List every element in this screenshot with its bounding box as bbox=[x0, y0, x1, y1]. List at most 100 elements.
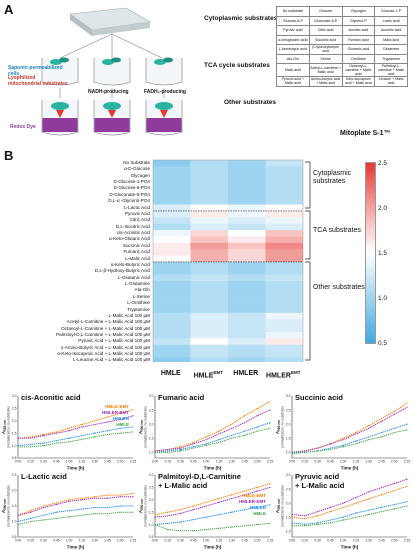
series-point bbox=[68, 510, 70, 512]
column-name: HMLE bbox=[193, 372, 214, 380]
series-point bbox=[393, 482, 395, 485]
heatmap-cell bbox=[228, 230, 266, 237]
series-point bbox=[119, 511, 121, 513]
heatmap-cell bbox=[153, 293, 191, 301]
series-line bbox=[154, 409, 271, 452]
heatmap-row-label: α-Keto-Butyric Acid bbox=[110, 261, 150, 267]
heatmap-cell bbox=[190, 172, 228, 180]
plate-cell: Glucose-6-P bbox=[276, 15, 310, 26]
plate-cell: Serine bbox=[308, 53, 343, 64]
x-tick-label: 1:15 bbox=[216, 539, 223, 543]
series-point bbox=[269, 504, 271, 506]
line-chart: 3.0 2.5 2.0 1.5 1.0 0.5 0:00 0:15 0:30 0:45 1:00 1:… bbox=[137, 471, 274, 550]
series-line bbox=[17, 426, 134, 447]
series-point bbox=[119, 505, 121, 507]
workflow-illustration bbox=[41, 7, 183, 136]
series-point bbox=[256, 524, 258, 526]
x-tick-label: 2:00 bbox=[254, 539, 261, 543]
series-point bbox=[106, 513, 108, 515]
heatmap-cell bbox=[265, 274, 303, 282]
heatmap-row-label: γ-Amino-Butyric Acid + L-Malic Acid 100 … bbox=[60, 344, 150, 350]
series-point bbox=[355, 516, 357, 518]
series-point bbox=[192, 530, 194, 532]
heatmap-cell bbox=[153, 179, 191, 186]
y-tick-label: 2.0 bbox=[286, 422, 291, 426]
series-point bbox=[205, 505, 207, 507]
heatmap-cell bbox=[190, 274, 228, 282]
y-axis-label-sub: 590 nm bbox=[3, 420, 7, 431]
series-point bbox=[291, 525, 293, 527]
series-point bbox=[329, 443, 331, 445]
series-point bbox=[119, 412, 121, 414]
colorbar-tick-label: 2.0 bbox=[378, 205, 388, 212]
plate-cell: Acetyl-L-carnitine + Malic acid bbox=[308, 63, 343, 77]
series-point bbox=[55, 440, 57, 442]
series-point bbox=[167, 450, 169, 452]
chart-title: Palmitoyl-D,L-Carnitine bbox=[158, 472, 241, 481]
series-line bbox=[154, 486, 271, 518]
series-point bbox=[30, 446, 32, 448]
heatmap-cell bbox=[265, 185, 303, 193]
plate-row: L-ketobutyric acid β-hydroxybutyric acid G… bbox=[276, 44, 408, 55]
series-point bbox=[180, 530, 182, 532]
line-chart-plot: 3.0 2.5 2.0 1.5 1.0 0:00 0:15 0:30 0:45 1:00 1:15 1… bbox=[138, 394, 274, 470]
x-tick-label: 2:15 bbox=[267, 460, 274, 464]
y-axis-note: (normalized to no-substrate) bbox=[144, 406, 148, 448]
series-point bbox=[55, 517, 57, 519]
plate-cell: Octanoyl-L-carnitine + Malic acid bbox=[341, 63, 376, 77]
series-point bbox=[17, 524, 19, 526]
series-point bbox=[205, 501, 207, 503]
series-point bbox=[205, 443, 207, 445]
heatmap-cell bbox=[190, 160, 228, 167]
y-tick-label: 2.5 bbox=[286, 408, 291, 412]
heatmap-column-label: HMLEEMT bbox=[190, 370, 228, 379]
series-point bbox=[231, 423, 233, 425]
category-tca: TCA cycle substrates bbox=[204, 62, 270, 69]
series-point bbox=[218, 433, 220, 435]
label-redox: Redox Dye bbox=[10, 124, 36, 130]
heatmap-row-label: α-D-Glucose bbox=[124, 166, 150, 172]
heatmap-cell bbox=[190, 191, 228, 199]
series-point bbox=[368, 436, 370, 438]
heatmap-cell bbox=[153, 268, 191, 275]
x-tick-label: 0:15 bbox=[27, 460, 34, 464]
x-tick-label: 1:45 bbox=[378, 460, 385, 464]
chart-title: L-Lactic acid bbox=[21, 472, 67, 481]
y-axis-label-main: A bbox=[275, 430, 280, 434]
chart-title: Succinic acid bbox=[295, 393, 343, 402]
series-point bbox=[329, 506, 331, 508]
y-tick-label: 0.5 bbox=[12, 535, 17, 539]
heatmap-row-label: D-Glucose-6-PO4 bbox=[113, 185, 150, 191]
series-point bbox=[205, 439, 207, 441]
series-point bbox=[231, 526, 233, 528]
series-point bbox=[81, 497, 83, 499]
heatmap-cell bbox=[190, 293, 228, 301]
heatmap-cell bbox=[228, 249, 266, 256]
series-point bbox=[329, 511, 331, 513]
series-point bbox=[355, 502, 357, 504]
series-point bbox=[231, 498, 233, 500]
colorbar-tick-label: 1.5 bbox=[378, 250, 388, 257]
series-point bbox=[355, 512, 357, 514]
series-point bbox=[355, 496, 357, 499]
series-point bbox=[256, 430, 258, 432]
x-tick-label: 2:15 bbox=[130, 539, 137, 543]
heatmap-cell bbox=[153, 166, 191, 173]
heatmap-cell bbox=[153, 255, 191, 263]
plate-cell: Malic acid bbox=[374, 34, 408, 45]
series-point bbox=[368, 509, 370, 511]
x-tick-label: 0:45 bbox=[327, 539, 334, 543]
heatmap-cell bbox=[153, 185, 191, 193]
series-point bbox=[180, 447, 182, 449]
x-tick-label: 0:30 bbox=[177, 539, 184, 543]
heatmap-cell bbox=[228, 325, 266, 333]
series-point bbox=[68, 500, 70, 502]
heatmap-cell bbox=[228, 357, 266, 362]
y-tick-label: 1.0 bbox=[12, 520, 17, 524]
plate-row: Glucose-6-P Gluconate-6-P Glycerol-P Lactic… bbox=[276, 15, 408, 26]
heatmap-cell bbox=[265, 338, 303, 345]
series-point bbox=[68, 437, 70, 439]
plate-cell: Succinic acid bbox=[308, 34, 343, 45]
x-tick-label: 1:00 bbox=[66, 539, 73, 543]
series-line bbox=[18, 431, 134, 448]
